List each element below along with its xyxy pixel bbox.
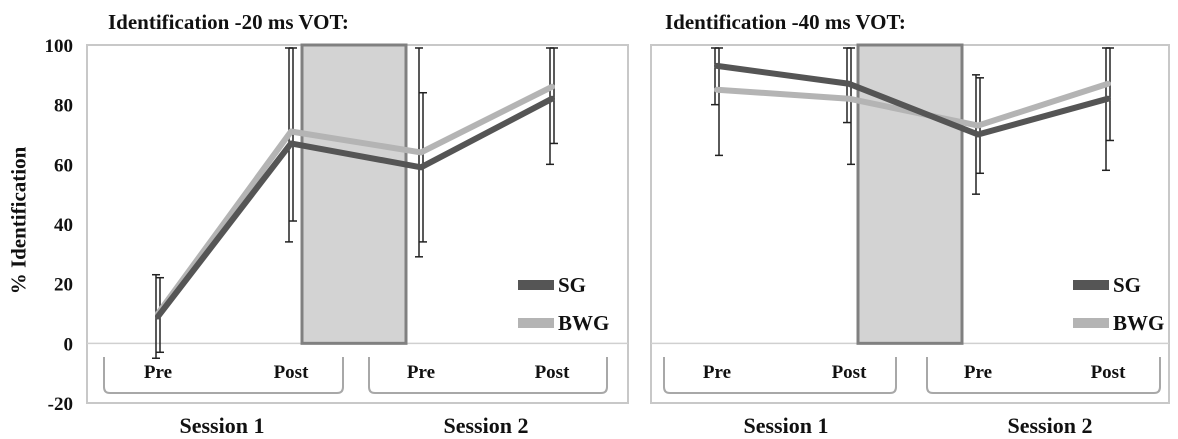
series-line-sg [155, 95, 555, 320]
legend-swatch-bwg [518, 318, 554, 328]
x-group-label: Session 2 [1008, 413, 1093, 438]
session-bracket-2 [926, 357, 1161, 394]
y-tick-label: 80 [54, 96, 73, 117]
x-category-label: Pre [703, 362, 731, 383]
chart-panel-1: Identification -20 ms VOT: -20 0 20 40 60 80 10… [45, 10, 629, 438]
shaded-region [856, 43, 964, 345]
x-category-label: Post [535, 362, 571, 383]
y-tick-label: 100 [45, 36, 74, 57]
session-bracket-2 [368, 357, 608, 394]
chart-title: Identification -20 ms VOT: [108, 10, 349, 34]
legend-swatch-bwg [1073, 318, 1109, 328]
legend-label-sg: SG [1113, 273, 1141, 297]
session-bracket-1 [103, 357, 344, 394]
x-category-label: Pre [964, 362, 992, 383]
x-group-label: Session 1 [744, 413, 829, 438]
legend-entry-bwg: BWG [518, 311, 609, 335]
chart-title: Identification -40 ms VOT: [665, 10, 906, 34]
y-axis-label-text: % Identification [6, 146, 31, 294]
y-tick-label: 0 [64, 334, 74, 355]
session-bracket-1 [663, 357, 897, 394]
x-group-label: Session 1 [180, 413, 265, 438]
y-tick-label: -20 [48, 394, 73, 415]
legend-swatch-sg [1073, 280, 1109, 290]
legend-swatch-sg [518, 280, 554, 290]
y-axis-label: % Identification [4, 90, 34, 350]
x-category-label: Post [274, 362, 310, 383]
legend-label-bwg: BWG [1113, 311, 1164, 335]
series-line-sg [714, 62, 1111, 138]
legend-entry-bwg: BWG [1073, 311, 1164, 335]
y-tick-label: 20 [54, 275, 73, 296]
x-category-label: Post [832, 362, 868, 383]
y-tick-label: 60 [54, 155, 73, 176]
x-category-label: Pre [407, 362, 435, 383]
legend-label-sg: SG [558, 273, 586, 297]
x-group-label: Session 2 [444, 413, 529, 438]
y-tick-label: 40 [54, 215, 73, 236]
series-line-bwg [155, 83, 555, 317]
x-category-label: Post [1091, 362, 1127, 383]
x-category-label: Pre [144, 362, 172, 383]
legend-label-bwg: BWG [558, 311, 609, 335]
legend-entry-sg: SG [1073, 273, 1141, 297]
shaded-region [300, 43, 408, 345]
chart-panel-2: Identification -40 ms VOT: Pre Post Pre Post… [650, 10, 1170, 438]
legend-entry-sg: SG [518, 273, 586, 297]
